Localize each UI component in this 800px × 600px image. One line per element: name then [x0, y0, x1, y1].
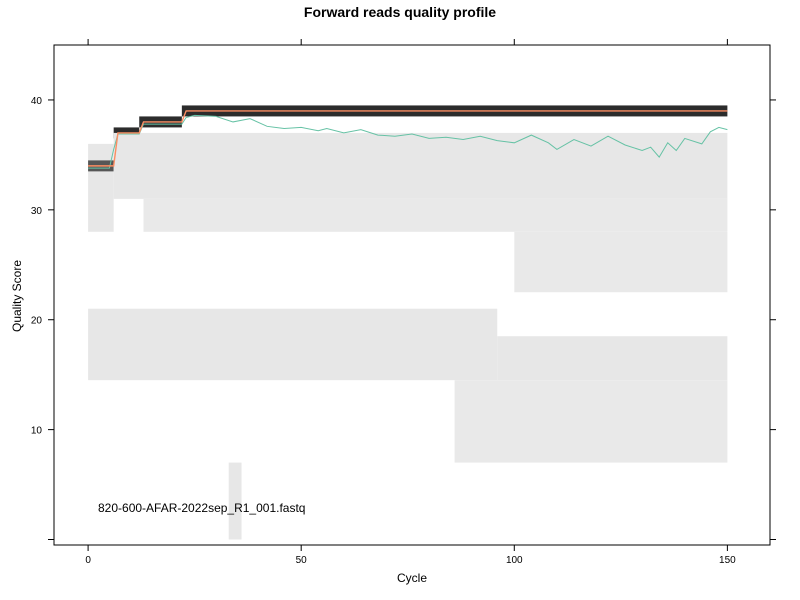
y-tick-label: 40: [31, 96, 43, 107]
chart-title: Forward reads quality profile: [304, 4, 496, 20]
y-tick-label: 20: [31, 316, 43, 327]
y-axis-label: Quality Score: [10, 260, 24, 332]
heatmap-cell: [497, 336, 728, 381]
median-quality-line: [88, 110, 728, 167]
x-tick-label: 50: [296, 555, 308, 566]
y-tick-label: 10: [31, 426, 43, 437]
axis-ticks: 0 50 100 150 10 20 30 40: [31, 39, 776, 566]
heatmap-cell: [228, 462, 242, 540]
x-tick-label: 0: [85, 555, 91, 566]
heatmap-cell: [113, 132, 728, 199]
heatmap: [88, 105, 728, 540]
x-tick-label: 100: [506, 555, 523, 566]
heatmap-cell: [514, 231, 728, 293]
x-tick-label: 150: [719, 555, 736, 566]
heatmap-cell: [88, 143, 114, 232]
mean-quality-line: [88, 114, 728, 169]
x-axis-label: Cycle: [397, 571, 427, 585]
y-tick-label: 30: [31, 206, 43, 217]
file-name-annotation: 820-600-AFAR-2022sep_R1_001.fastq: [98, 501, 305, 515]
series-lines: [88, 110, 728, 169]
heatmap-cell: [88, 308, 498, 381]
heatmap-cell: [454, 380, 728, 463]
plot-frame: [53, 44, 771, 546]
heatmap-cell: [143, 198, 728, 232]
